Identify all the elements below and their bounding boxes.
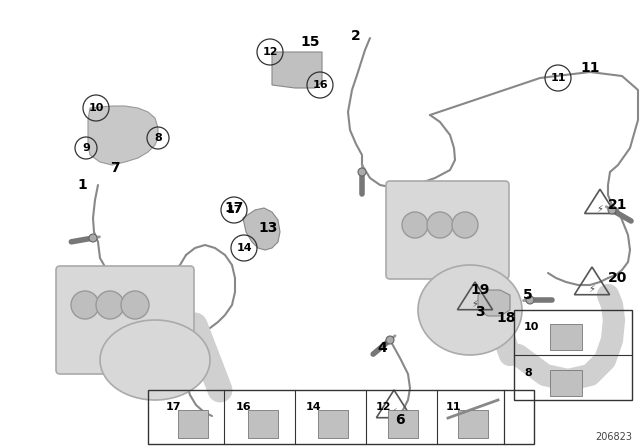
Circle shape xyxy=(452,212,478,238)
Circle shape xyxy=(427,212,453,238)
Text: 10: 10 xyxy=(88,103,104,113)
FancyBboxPatch shape xyxy=(56,266,194,374)
Polygon shape xyxy=(88,106,158,165)
Bar xyxy=(148,390,534,444)
Bar xyxy=(550,324,582,350)
Text: ⚡: ⚡ xyxy=(472,299,479,309)
Circle shape xyxy=(386,336,394,344)
Bar xyxy=(514,310,632,400)
Text: 19: 19 xyxy=(470,283,490,297)
Text: 3: 3 xyxy=(475,305,485,319)
Text: 11: 11 xyxy=(580,61,600,75)
Text: 17: 17 xyxy=(224,201,244,215)
Text: 17: 17 xyxy=(166,402,182,412)
Text: 21: 21 xyxy=(608,198,628,212)
Text: 8: 8 xyxy=(524,368,532,378)
Text: 15: 15 xyxy=(300,35,320,49)
Text: 12: 12 xyxy=(376,402,392,412)
Text: ⚡: ⚡ xyxy=(596,204,604,214)
Text: 14: 14 xyxy=(236,243,252,253)
Circle shape xyxy=(96,291,124,319)
Circle shape xyxy=(608,206,616,214)
FancyBboxPatch shape xyxy=(386,181,509,279)
Circle shape xyxy=(402,212,428,238)
Circle shape xyxy=(121,291,149,319)
Bar xyxy=(248,410,278,438)
Circle shape xyxy=(526,296,534,304)
Bar xyxy=(318,410,348,438)
Text: 11: 11 xyxy=(550,73,566,83)
Text: 11: 11 xyxy=(446,402,461,412)
Circle shape xyxy=(89,234,97,242)
Text: 4: 4 xyxy=(377,341,387,355)
Text: ⚡: ⚡ xyxy=(589,284,595,294)
Text: 2: 2 xyxy=(351,29,361,43)
Text: 20: 20 xyxy=(608,271,628,285)
Text: 1: 1 xyxy=(77,178,87,192)
Text: 10: 10 xyxy=(524,322,540,332)
Text: ⚡: ⚡ xyxy=(390,407,397,417)
Text: 7: 7 xyxy=(110,161,120,175)
Circle shape xyxy=(358,168,366,176)
Text: 206823: 206823 xyxy=(595,432,632,442)
Text: 6: 6 xyxy=(395,413,405,427)
Text: 16: 16 xyxy=(236,402,252,412)
Text: 16: 16 xyxy=(312,80,328,90)
Polygon shape xyxy=(478,290,510,316)
Ellipse shape xyxy=(100,320,210,400)
Text: 8: 8 xyxy=(154,133,162,143)
Polygon shape xyxy=(272,52,322,88)
Text: 12: 12 xyxy=(262,47,278,57)
Bar xyxy=(388,410,418,438)
Circle shape xyxy=(71,291,99,319)
Bar xyxy=(178,410,208,438)
Polygon shape xyxy=(243,208,280,250)
Ellipse shape xyxy=(418,265,522,355)
Text: 13: 13 xyxy=(259,221,278,235)
Text: 18: 18 xyxy=(496,311,516,325)
Text: 9: 9 xyxy=(82,143,90,153)
Text: 17: 17 xyxy=(227,205,242,215)
Text: 5: 5 xyxy=(523,288,533,302)
Bar xyxy=(458,410,488,438)
Bar xyxy=(550,370,582,396)
Text: 14: 14 xyxy=(306,402,322,412)
